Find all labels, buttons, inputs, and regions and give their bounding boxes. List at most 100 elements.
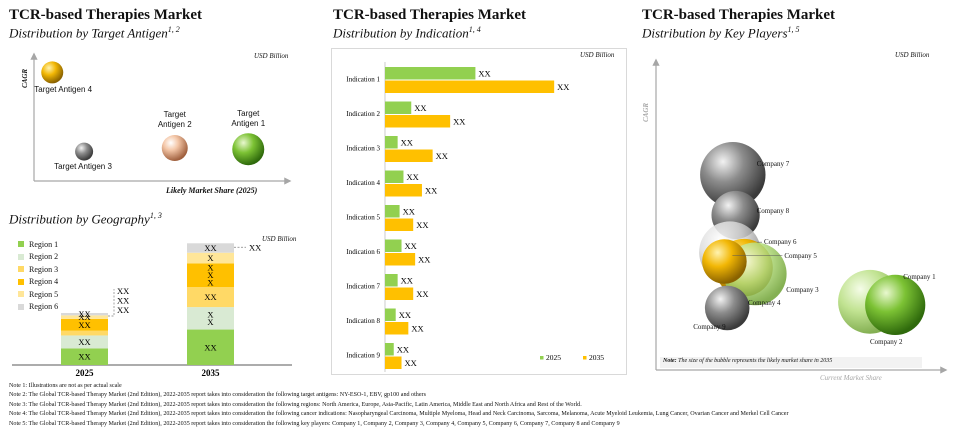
geo-bar-label: XX <box>78 312 90 322</box>
players-panel-title: TCR-based Therapies Market <box>642 7 836 23</box>
geo-bar-2025-region-1 <box>61 348 108 365</box>
indication-bar-indication-4-2035 <box>385 184 422 197</box>
players-label-company-1: Company 1 <box>903 272 936 281</box>
indication-bar-label: XX <box>416 289 428 299</box>
footnote-2: Note 2: The Global TCR-based Therapy Mar… <box>9 392 426 399</box>
indication-bar-indication-9-2035 <box>385 356 402 369</box>
indication-bar-indication-9-2025 <box>385 343 394 356</box>
players-label-company-2: Company 2 <box>870 337 903 346</box>
indication-bar-label: XX <box>557 82 569 92</box>
footnote-5: Note 5: The Global TCR-based Therapy Mar… <box>9 420 620 427</box>
geo-bar-2035-region-3 <box>187 287 234 308</box>
indication-unit: USD Billion <box>580 51 615 59</box>
indication-bar-indication-5-2035 <box>385 218 414 231</box>
geo-bar-2025-region-4 <box>61 318 108 331</box>
indication-bar-indication-4-2025 <box>385 170 404 183</box>
players-label-company-8: Company 8 <box>756 207 790 215</box>
players-label-company-9: Company 9 <box>693 323 726 331</box>
geo-legend-label: Region 4 <box>29 277 59 287</box>
geo-bar-2035-region-5 <box>187 252 234 264</box>
geo-legend-label: Region 3 <box>29 264 59 274</box>
antigen-panel-subtitle: Distribution by Target Antigen1, 2 <box>9 25 180 41</box>
indication-bar-indication-8-2025 <box>385 308 396 321</box>
geo-legend-label: Region 5 <box>29 289 59 299</box>
indication-panel-title: TCR-based Therapies Market <box>333 7 527 23</box>
indication-bar-label: XX <box>406 172 418 182</box>
indication-bar-label: XX <box>414 103 426 113</box>
geo-legend-label: Region 6 <box>29 302 59 312</box>
players-bubble-company-1 <box>865 274 926 335</box>
indication-category-indication-6: Indication 6 <box>346 248 380 256</box>
indication-legend-swatch-2025 <box>540 356 544 360</box>
indication-category-indication-4: Indication 4 <box>346 179 380 187</box>
geo-bar-label: X <box>207 253 213 263</box>
antigen-label-target-antigen-3: Target Antigen 3 <box>54 161 112 171</box>
geo-bar-2025-region-2 <box>61 335 108 349</box>
geo-bar-label: XX <box>204 243 216 253</box>
players-note-label: Note: <box>663 358 677 364</box>
indication-subtitle-text: Distribution by Indication <box>333 25 469 41</box>
geo-legend-item-region-6: Region 6 <box>18 301 58 314</box>
indication-subtitle-sup: 1, 4 <box>468 25 481 34</box>
indication-legend-label-2025: 2025 <box>546 353 561 362</box>
players-note-text: The size of the bubble represents the li… <box>678 358 833 364</box>
players-subtitle-text: Distribution by Key Players <box>642 25 788 41</box>
footnote-3: Note 3: The Global TCR-based Therapy Mar… <box>9 401 582 408</box>
indication-category-indication-1: Indication 1 <box>346 76 380 84</box>
indication-bar-label: XX <box>416 220 428 230</box>
geo-legend-item-region-3: Region 3 <box>18 263 58 276</box>
indication-bar-label: XX <box>397 345 409 355</box>
indication-category-indication-2: Indication 2 <box>346 110 380 118</box>
players-ylabel: CAGR <box>642 102 650 122</box>
indication-bar-indication-3-2035 <box>385 149 433 162</box>
indication-bar-indication-2-2025 <box>385 101 412 114</box>
indication-category-indication-7: Indication 7 <box>346 283 380 291</box>
indication-bar-indication-1-2035 <box>385 80 555 93</box>
geo-legend-swatch <box>18 253 24 260</box>
geo-bar-label: XX <box>78 309 90 319</box>
geo-legend-swatch <box>18 266 24 273</box>
indication-bar-indication-1-2025 <box>385 67 476 80</box>
geo-panel-subtitle: Distribution by Geography1, 3 <box>9 211 162 227</box>
antigen-bubble-target-antigen-3 <box>75 142 94 161</box>
antigen-bubble-chart <box>30 52 292 185</box>
indication-bar-indication-7-2035 <box>385 287 414 300</box>
antigen-panel-title: TCR-based Therapies Market <box>9 7 203 23</box>
antigen-label-target-antigen-1: Target Antigen 1 <box>231 109 266 129</box>
geo-legend-swatch <box>18 241 24 248</box>
players-bubble-chart <box>652 58 948 374</box>
players-label-company-6: Company 6 <box>764 238 797 247</box>
indication-bar-indication-3-2025 <box>385 136 398 149</box>
indication-bar-indication-8-2035 <box>385 322 409 335</box>
geo-bar-2025-region-5 <box>61 315 108 319</box>
players-xlabel: Current Market Share <box>820 374 882 382</box>
geo-callout-label: XX <box>117 296 129 306</box>
indication-bar-indication-7-2025 <box>385 274 398 287</box>
geo-callout-line <box>108 289 115 317</box>
indication-category-indication-9: Indication 9 <box>346 352 380 360</box>
indication-bar-label: XX <box>403 207 415 217</box>
players-note-box <box>660 357 922 368</box>
indication-bar-indication-2-2035 <box>385 115 451 128</box>
geo-unit: USD Billion <box>262 235 297 243</box>
players-label-company-3: Company 3 <box>786 285 819 294</box>
indication-bar-label: XX <box>478 69 490 79</box>
geo-bar-2035-region-6 <box>187 243 234 253</box>
indication-bar-indication-6-2025 <box>385 239 402 252</box>
geo-bar-label: XX <box>78 320 90 330</box>
indication-bar-label: XX <box>405 358 417 368</box>
indication-bar-label: XX <box>399 310 411 320</box>
geo-bar-2035-region-4 <box>187 263 234 287</box>
players-label-company-4: Company 4 <box>748 298 781 307</box>
geo-legend-label: Region 2 <box>29 252 59 262</box>
antigen-subtitle-text: Distribution by Target Antigen <box>9 25 168 41</box>
geo-category-label: 2025 <box>76 368 95 378</box>
antigen-subtitle-sup: 1, 2 <box>167 25 180 34</box>
antigen-label-target-antigen-2: Target Antigen 2 <box>157 110 192 129</box>
antigen-label-target-antigen-4: Target Antigen 4 <box>34 85 93 95</box>
footnote-4: Note 4: The Global TCR-based Therapy Mar… <box>9 411 789 418</box>
geo-bar-2035-region-2 <box>187 307 234 330</box>
